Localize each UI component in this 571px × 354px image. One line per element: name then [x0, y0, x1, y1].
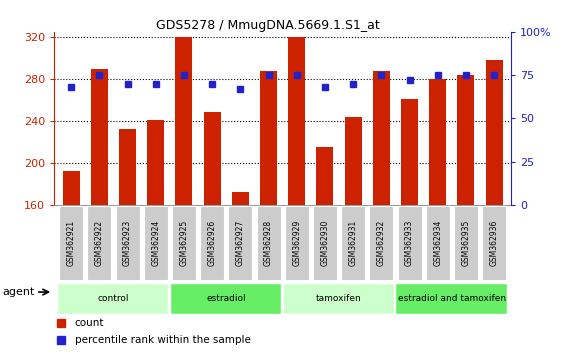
Text: GSM362923: GSM362923: [123, 220, 132, 266]
Text: GSM362931: GSM362931: [349, 220, 357, 266]
Bar: [341, 206, 365, 280]
Text: GSM362922: GSM362922: [95, 220, 104, 266]
Bar: [373, 71, 390, 205]
Text: tamoxifen: tamoxifen: [316, 294, 362, 303]
Text: GSM362935: GSM362935: [461, 220, 471, 266]
Bar: [369, 206, 393, 280]
Bar: [175, 37, 192, 205]
Bar: [288, 37, 305, 205]
Text: GSM362934: GSM362934: [433, 220, 442, 266]
Bar: [232, 192, 249, 205]
Bar: [204, 112, 220, 205]
Text: GSM362926: GSM362926: [208, 220, 216, 266]
Text: estradiol: estradiol: [207, 294, 246, 303]
Text: GSM362928: GSM362928: [264, 220, 273, 266]
Bar: [285, 206, 309, 280]
Text: GSM362936: GSM362936: [489, 220, 498, 266]
Bar: [172, 206, 196, 280]
Bar: [454, 206, 478, 280]
Bar: [119, 130, 136, 205]
Bar: [316, 147, 333, 205]
Bar: [345, 117, 361, 205]
Bar: [63, 171, 79, 205]
Text: GSM362921: GSM362921: [67, 220, 76, 266]
Bar: [426, 206, 450, 280]
Text: GSM362930: GSM362930: [320, 220, 329, 266]
Text: percentile rank within the sample: percentile rank within the sample: [75, 335, 251, 345]
Bar: [429, 79, 446, 205]
Bar: [87, 206, 111, 280]
Text: GSM362929: GSM362929: [292, 220, 301, 266]
Text: GSM362925: GSM362925: [179, 220, 188, 266]
Bar: [91, 69, 108, 205]
Bar: [486, 60, 502, 205]
Bar: [256, 206, 280, 280]
Bar: [396, 283, 507, 314]
Bar: [147, 120, 164, 205]
Text: GSM362932: GSM362932: [377, 220, 386, 266]
Bar: [115, 206, 139, 280]
Bar: [57, 283, 168, 314]
Bar: [59, 206, 83, 280]
Bar: [457, 75, 475, 205]
Text: GDS5278 / MmugDNA.5669.1.S1_at: GDS5278 / MmugDNA.5669.1.S1_at: [156, 19, 380, 33]
Text: GSM362924: GSM362924: [151, 220, 160, 266]
Text: estradiol and tamoxifen: estradiol and tamoxifen: [398, 294, 506, 303]
Text: agent: agent: [3, 287, 35, 297]
Bar: [482, 206, 506, 280]
Text: control: control: [98, 294, 129, 303]
Bar: [283, 283, 394, 314]
Bar: [200, 206, 224, 280]
Bar: [144, 206, 168, 280]
Bar: [260, 71, 277, 205]
Text: count: count: [75, 318, 104, 327]
Bar: [397, 206, 421, 280]
Text: GSM362927: GSM362927: [236, 220, 245, 266]
Bar: [313, 206, 337, 280]
Bar: [401, 99, 418, 205]
Bar: [170, 283, 282, 314]
Bar: [228, 206, 252, 280]
Text: GSM362933: GSM362933: [405, 220, 414, 266]
